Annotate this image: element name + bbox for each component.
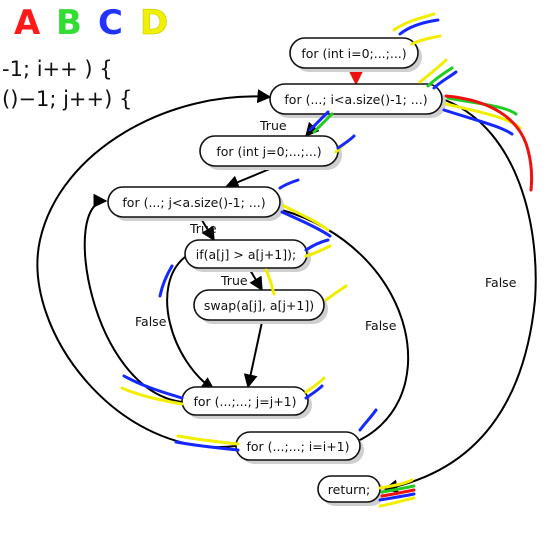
node-inner-step: for (...;...; j=j+1) bbox=[182, 387, 312, 419]
code-line-2: ()−1; j++) { bbox=[2, 87, 132, 111]
node-if-compare: if(a[j] > a[j+1]); bbox=[185, 240, 311, 272]
highlight-outer-cond-top-yellow bbox=[420, 60, 446, 82]
node-if-compare-label: if(a[j] > a[j+1]); bbox=[196, 247, 296, 262]
node-return: return; bbox=[318, 476, 384, 506]
node-inner-cond: for (...; j<a.size()-1; ...) bbox=[108, 187, 284, 221]
label-true-inner: True bbox=[189, 221, 217, 236]
legend-letter-d: D bbox=[140, 3, 168, 43]
node-outer-init-label: for (int i=0;...;...) bbox=[301, 46, 406, 61]
edge-inner-init-to-cond bbox=[226, 168, 272, 187]
highlight-false-outer-red bbox=[446, 96, 532, 190]
edge-if-true bbox=[250, 270, 262, 290]
edge-if-false bbox=[167, 257, 214, 390]
label-false-outer: False bbox=[485, 275, 517, 290]
label-false-if: False bbox=[135, 314, 167, 329]
node-outer-init: for (int i=0;...;...) bbox=[290, 38, 422, 72]
legend-letters: A B C D bbox=[14, 3, 168, 43]
node-swap: swap(a[j], a[j+1]) bbox=[194, 290, 328, 324]
node-outer-cond: for (...; i<a.size()-1; ...) bbox=[270, 84, 446, 118]
legend-letter-b: B bbox=[56, 3, 82, 43]
edge-swap-to-step bbox=[248, 322, 262, 387]
highlight-outer-init-right bbox=[412, 36, 440, 44]
label-true-if: True bbox=[220, 273, 248, 288]
legend-letter-c: C bbox=[98, 3, 123, 43]
node-inner-init: for (int j=0;...;...) bbox=[200, 136, 342, 170]
highlight-inner-init-blue bbox=[338, 136, 354, 148]
highlight-swap-yellow bbox=[326, 286, 346, 300]
highlight-outer-step-right-blue bbox=[360, 410, 376, 430]
highlight-inner-cond-blue bbox=[280, 180, 298, 188]
node-return-label: return; bbox=[328, 482, 370, 497]
edges bbox=[37, 70, 535, 489]
legend-letter-a: A bbox=[14, 3, 41, 43]
edge-outer-cond-false bbox=[385, 100, 536, 489]
highlight-inner-step-blue bbox=[124, 376, 182, 398]
highlight-inner-cond-yellow bbox=[284, 206, 328, 230]
node-inner-cond-label: for (...; j<a.size()-1; ...) bbox=[122, 195, 265, 210]
node-inner-step-label: for (...;...; j=j+1) bbox=[194, 394, 297, 409]
label-false-inner: False bbox=[365, 318, 397, 333]
label-true-outer: True bbox=[259, 118, 287, 133]
node-inner-init-label: for (int j=0;...;...) bbox=[216, 144, 321, 159]
node-outer-step: for (...;...; i=i+1) bbox=[236, 432, 364, 464]
node-outer-step-label: for (...;...; i=i+1) bbox=[247, 439, 350, 454]
node-outer-cond-label: for (...; i<a.size()-1; ...) bbox=[284, 92, 427, 107]
code-line-1: -1; i++ ) { bbox=[2, 57, 113, 81]
node-swap-label: swap(a[j], a[j+1]) bbox=[204, 298, 314, 313]
